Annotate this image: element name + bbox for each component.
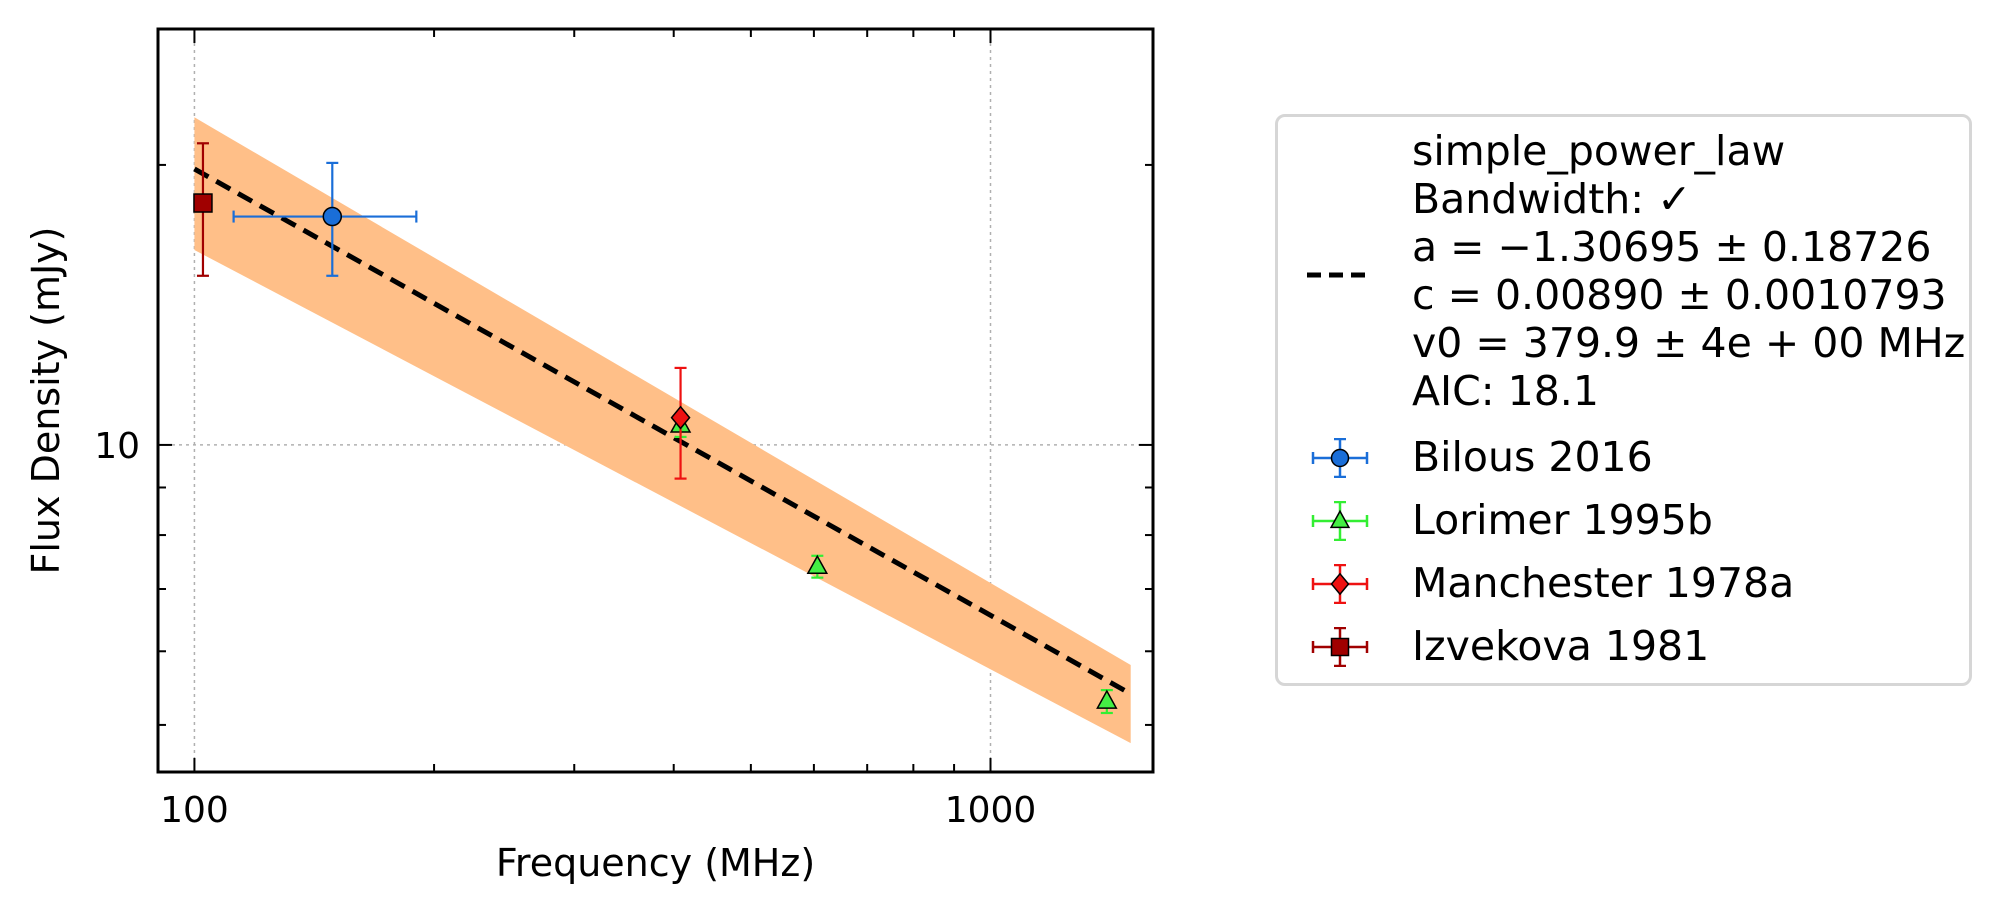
data-point-lorimer-1995b-2 bbox=[1096, 689, 1118, 709]
legend-symbol bbox=[1330, 572, 1350, 596]
data-point-bilous-2016-0 bbox=[322, 206, 343, 227]
series-manchester-1978a bbox=[670, 366, 691, 480]
legend-symbol bbox=[1330, 637, 1350, 657]
data-point-izvekova-1981-0 bbox=[193, 193, 213, 213]
legend-label-bilous: Bilous 2016 bbox=[1412, 433, 1653, 481]
fit-line bbox=[193, 166, 1132, 697]
data-point-manchester-1978a-0 bbox=[670, 405, 691, 430]
legend-label-izvekova: Izvekova 1981 bbox=[1412, 622, 1710, 670]
plot-frame bbox=[156, 27, 1155, 774]
legend-symbol bbox=[1329, 509, 1351, 529]
legend-fit-label-3: c = 0.00890 ± 0.0010793 bbox=[1412, 271, 1947, 319]
legend-fit-label-4: v0 = 379.9 ± 4e + 00 MHz bbox=[1412, 319, 1966, 367]
legend-marker-lorimer bbox=[1311, 501, 1369, 541]
x-tick-label-1000: 1000 bbox=[945, 790, 1037, 831]
legend-marker-manchester bbox=[1311, 564, 1369, 604]
y-tick-label-10: 10 bbox=[94, 426, 140, 467]
series-bilous-2016 bbox=[232, 161, 418, 277]
series-izvekova-1981 bbox=[193, 142, 213, 277]
legend bbox=[1275, 114, 1972, 686]
legend-label-manchester: Manchester 1978a bbox=[1412, 559, 1795, 607]
y-axis-label: Flux Density (mJy) bbox=[24, 227, 68, 575]
legend-marker-izvekova bbox=[1311, 627, 1369, 667]
x-tick-label-100: 100 bbox=[160, 790, 229, 831]
legend-fit-label-1: Bandwidth: ✓ bbox=[1412, 175, 1692, 223]
legend-symbol bbox=[1330, 448, 1350, 468]
legend-fit-label-5: AIC: 18.1 bbox=[1412, 367, 1599, 415]
x-axis-label: Frequency (MHz) bbox=[496, 841, 815, 885]
data-point-lorimer-1995b-1 bbox=[806, 554, 829, 575]
legend-marker-bilous bbox=[1311, 438, 1369, 478]
legend-label-lorimer: Lorimer 1995b bbox=[1412, 496, 1713, 544]
legend-fit-label-0: simple_power_law bbox=[1412, 127, 1786, 175]
legend-fit-line-marker bbox=[1307, 272, 1373, 278]
legend-fit-label-2: a = −1.30695 ± 0.18726 bbox=[1412, 223, 1932, 271]
